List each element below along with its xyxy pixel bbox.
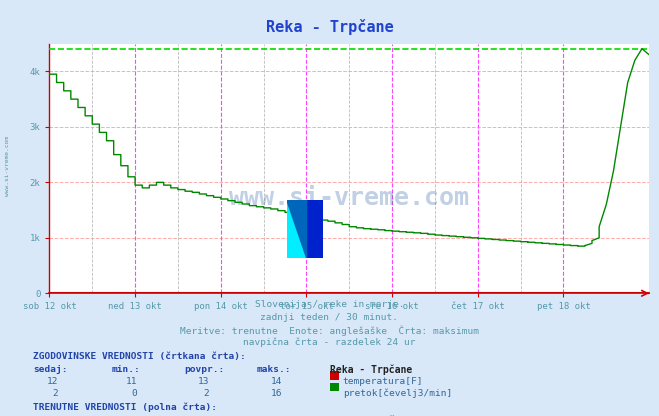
- Text: Reka - Trpčane: Reka - Trpčane: [330, 365, 412, 375]
- Text: povpr.:: povpr.:: [185, 365, 225, 374]
- Text: 2: 2: [204, 389, 210, 398]
- Text: Slovenija / reke in morje.: Slovenija / reke in morje.: [255, 300, 404, 310]
- Text: navpična črta - razdelek 24 ur: navpična črta - razdelek 24 ur: [243, 338, 416, 347]
- Text: 14: 14: [271, 377, 282, 386]
- Text: pretok[čevelj3/min]: pretok[čevelj3/min]: [343, 389, 452, 399]
- Text: www.si-vreme.com: www.si-vreme.com: [229, 186, 469, 210]
- Text: 12: 12: [47, 377, 58, 386]
- Text: maks.:: maks.:: [257, 365, 291, 374]
- Text: 11: 11: [126, 377, 137, 386]
- Text: 2: 2: [52, 389, 58, 398]
- Text: Reka - Trpčane: Reka - Trpčane: [266, 19, 393, 35]
- Text: sedaj:: sedaj:: [33, 365, 67, 374]
- Text: 0: 0: [131, 389, 137, 398]
- Polygon shape: [287, 200, 306, 258]
- Polygon shape: [287, 200, 306, 258]
- Text: www.si-vreme.com: www.si-vreme.com: [5, 136, 11, 196]
- Text: min.:: min.:: [112, 365, 141, 374]
- Text: zadnji teden / 30 minut.: zadnji teden / 30 minut.: [260, 313, 399, 322]
- Polygon shape: [306, 200, 323, 258]
- Text: TRENUTNE VREDNOSTI (polna črta):: TRENUTNE VREDNOSTI (polna črta):: [33, 402, 217, 412]
- Text: Meritve: trenutne  Enote: anglešaške  Črta: maksimum: Meritve: trenutne Enote: anglešaške Črta…: [180, 325, 479, 336]
- Text: 13: 13: [198, 377, 210, 386]
- Text: ZGODOVINSKE VREDNOSTI (črtkana črta):: ZGODOVINSKE VREDNOSTI (črtkana črta):: [33, 352, 246, 361]
- Text: temperatura[F]: temperatura[F]: [343, 377, 423, 386]
- Text: 16: 16: [271, 389, 282, 398]
